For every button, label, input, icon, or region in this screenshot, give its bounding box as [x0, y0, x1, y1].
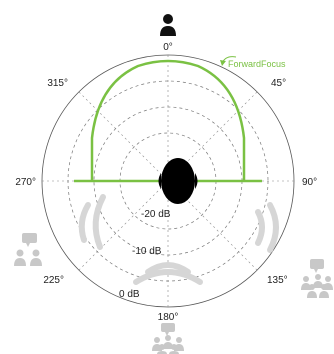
angle-90: 90°: [302, 177, 317, 188]
directivity-pattern: [90, 59, 246, 181]
angle-0: 0°: [163, 42, 173, 53]
db-label-minus10: -10 dB: [132, 246, 162, 257]
speaker-group-bottom-icon: [152, 323, 184, 354]
angle-315: 315°: [47, 78, 68, 89]
angle-270: 270°: [15, 177, 36, 188]
speaker-group-left-icon: [14, 233, 42, 266]
sound-wave-right: [255, 202, 279, 253]
db-label-0: 0 dB: [119, 289, 140, 300]
angle-180: 180°: [158, 312, 179, 323]
angle-135: 135°: [267, 275, 288, 286]
db-label-minus20: -20 dB: [141, 209, 171, 220]
feature-label: ForwardFocus: [228, 59, 286, 69]
sound-wave-left: [78, 194, 106, 250]
angle-225: 225°: [43, 275, 64, 286]
sound-wave-bottom: [133, 262, 203, 285]
head-icon: [158, 158, 198, 204]
forwardfocus-annotation: ForwardFocus: [220, 56, 286, 69]
angle-45: 45°: [271, 78, 286, 89]
listener-icon: [160, 14, 176, 36]
speaker-group-right-icon: [301, 259, 333, 298]
